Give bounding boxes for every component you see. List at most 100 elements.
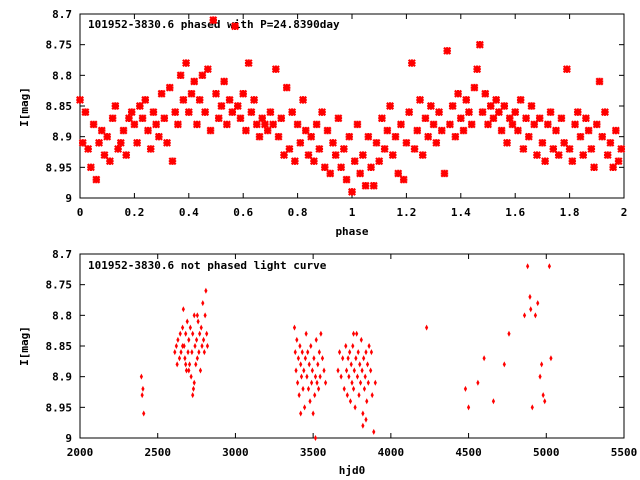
phased-data-point	[318, 108, 327, 117]
unphased-y-tick-label: 8.9	[52, 371, 72, 384]
unphased-data-point	[507, 330, 511, 337]
phased-data-point	[440, 169, 449, 178]
unphased-data-point	[301, 385, 305, 392]
phased-data-point	[81, 108, 90, 117]
phased-data-point	[320, 163, 329, 172]
phased-data-point	[598, 132, 607, 141]
unphased-data-point	[351, 330, 356, 337]
phased-data-point	[97, 126, 106, 135]
phased-data-point	[127, 108, 136, 117]
unphased-data-point	[181, 306, 185, 313]
phased-data-point	[250, 95, 259, 104]
unphased-data-point	[180, 324, 185, 331]
phased-data-point	[484, 120, 492, 129]
unphased-data-point	[365, 398, 369, 405]
unphased-data-point	[194, 336, 199, 343]
phased-data-point	[391, 132, 400, 141]
phased-data-point	[122, 151, 131, 160]
unphased-data-point	[528, 293, 532, 300]
unphased-data-point	[299, 410, 303, 417]
phased-data-point	[282, 83, 291, 92]
unphased-data-point	[320, 355, 325, 362]
unphased-data-point	[530, 404, 534, 411]
phased-data-point	[293, 120, 302, 129]
unphased-x-tick-label: 5500	[611, 446, 638, 459]
unphased-data-point	[192, 379, 196, 386]
phased-data-point	[187, 89, 196, 98]
unphased-data-point	[336, 367, 340, 374]
phased-data-point	[124, 114, 133, 123]
phased-data-point	[263, 126, 272, 135]
phased-data-point	[470, 83, 479, 92]
phased-data-point	[78, 138, 87, 147]
phased-data-point	[380, 144, 389, 153]
phased-data-point	[301, 126, 310, 135]
phased-data-point	[489, 114, 498, 123]
phased-plot-frame	[79, 13, 625, 199]
unphased-data-point	[476, 379, 480, 386]
phased-data-point	[511, 108, 520, 117]
phased-x-tick-label: 0	[77, 206, 84, 219]
phased-data-point	[176, 71, 185, 80]
phased-data-point	[255, 132, 264, 141]
unphased-x-axis-label: hjd0	[339, 464, 366, 477]
unphased-data-point	[187, 367, 191, 374]
phased-data-point	[222, 120, 231, 129]
phased-data-point	[228, 108, 237, 117]
unphased-y-tick-label: 8.75	[46, 279, 73, 292]
unphased-data-point	[352, 367, 356, 374]
phased-data-point	[111, 102, 120, 110]
phased-data-point	[429, 120, 438, 129]
unphased-data-point	[316, 385, 321, 392]
phased-data-point	[486, 102, 495, 110]
phased-data-point	[266, 108, 275, 117]
unphased-data-point	[187, 336, 191, 343]
unphased-data-point	[204, 287, 208, 294]
phased-data-point	[173, 120, 182, 129]
phased-data-point	[353, 120, 362, 129]
unphased-data-point	[186, 349, 190, 356]
phased-data-point	[328, 138, 337, 147]
unphased-data-point	[306, 385, 311, 392]
unphased-data-point	[313, 373, 318, 380]
phased-data-point	[541, 157, 550, 166]
phased-data-point	[133, 138, 142, 147]
unphased-data-point	[364, 349, 368, 356]
unphased-data-point	[296, 355, 300, 362]
phased-data-point	[576, 132, 585, 141]
phased-data-point	[179, 95, 188, 104]
unphased-data-point	[200, 343, 204, 349]
unphased-data-point	[346, 355, 350, 362]
phased-data-point	[103, 132, 112, 141]
phased-data-point	[546, 108, 555, 117]
unphased-data-point	[347, 373, 351, 380]
phased-light-curve-panel: 101952-3830.6 phased with P=24.8390day p…	[18, 8, 627, 238]
unphased-data-point	[316, 361, 320, 368]
unphased-data-point	[311, 410, 315, 417]
unphased-data-point	[349, 361, 353, 368]
phased-data-point	[522, 114, 531, 123]
phased-data-point	[402, 138, 411, 147]
phased-data-point	[203, 65, 212, 74]
unphased-data-point	[191, 385, 196, 392]
phased-data-point	[116, 138, 125, 147]
phased-data-point	[315, 144, 324, 153]
unphased-data-point	[189, 373, 193, 380]
unphased-data-point	[315, 379, 319, 386]
phased-data-point	[383, 126, 392, 135]
phased-data-point	[538, 138, 547, 147]
phased-data-point	[345, 132, 354, 141]
unphased-data-point	[140, 392, 144, 399]
phased-data-point	[426, 102, 435, 110]
unphased-data-point	[292, 324, 297, 331]
unphased-data-point	[362, 385, 367, 392]
unphased-data-point	[184, 367, 189, 374]
unphased-data-point	[203, 312, 207, 319]
phased-data-point	[244, 59, 253, 68]
unphased-data-point	[363, 373, 367, 380]
phased-x-tick-label: 1.6	[505, 206, 525, 219]
unphased-data-point	[491, 398, 496, 405]
phased-data-point	[388, 151, 397, 160]
phased-data-point	[372, 138, 381, 147]
